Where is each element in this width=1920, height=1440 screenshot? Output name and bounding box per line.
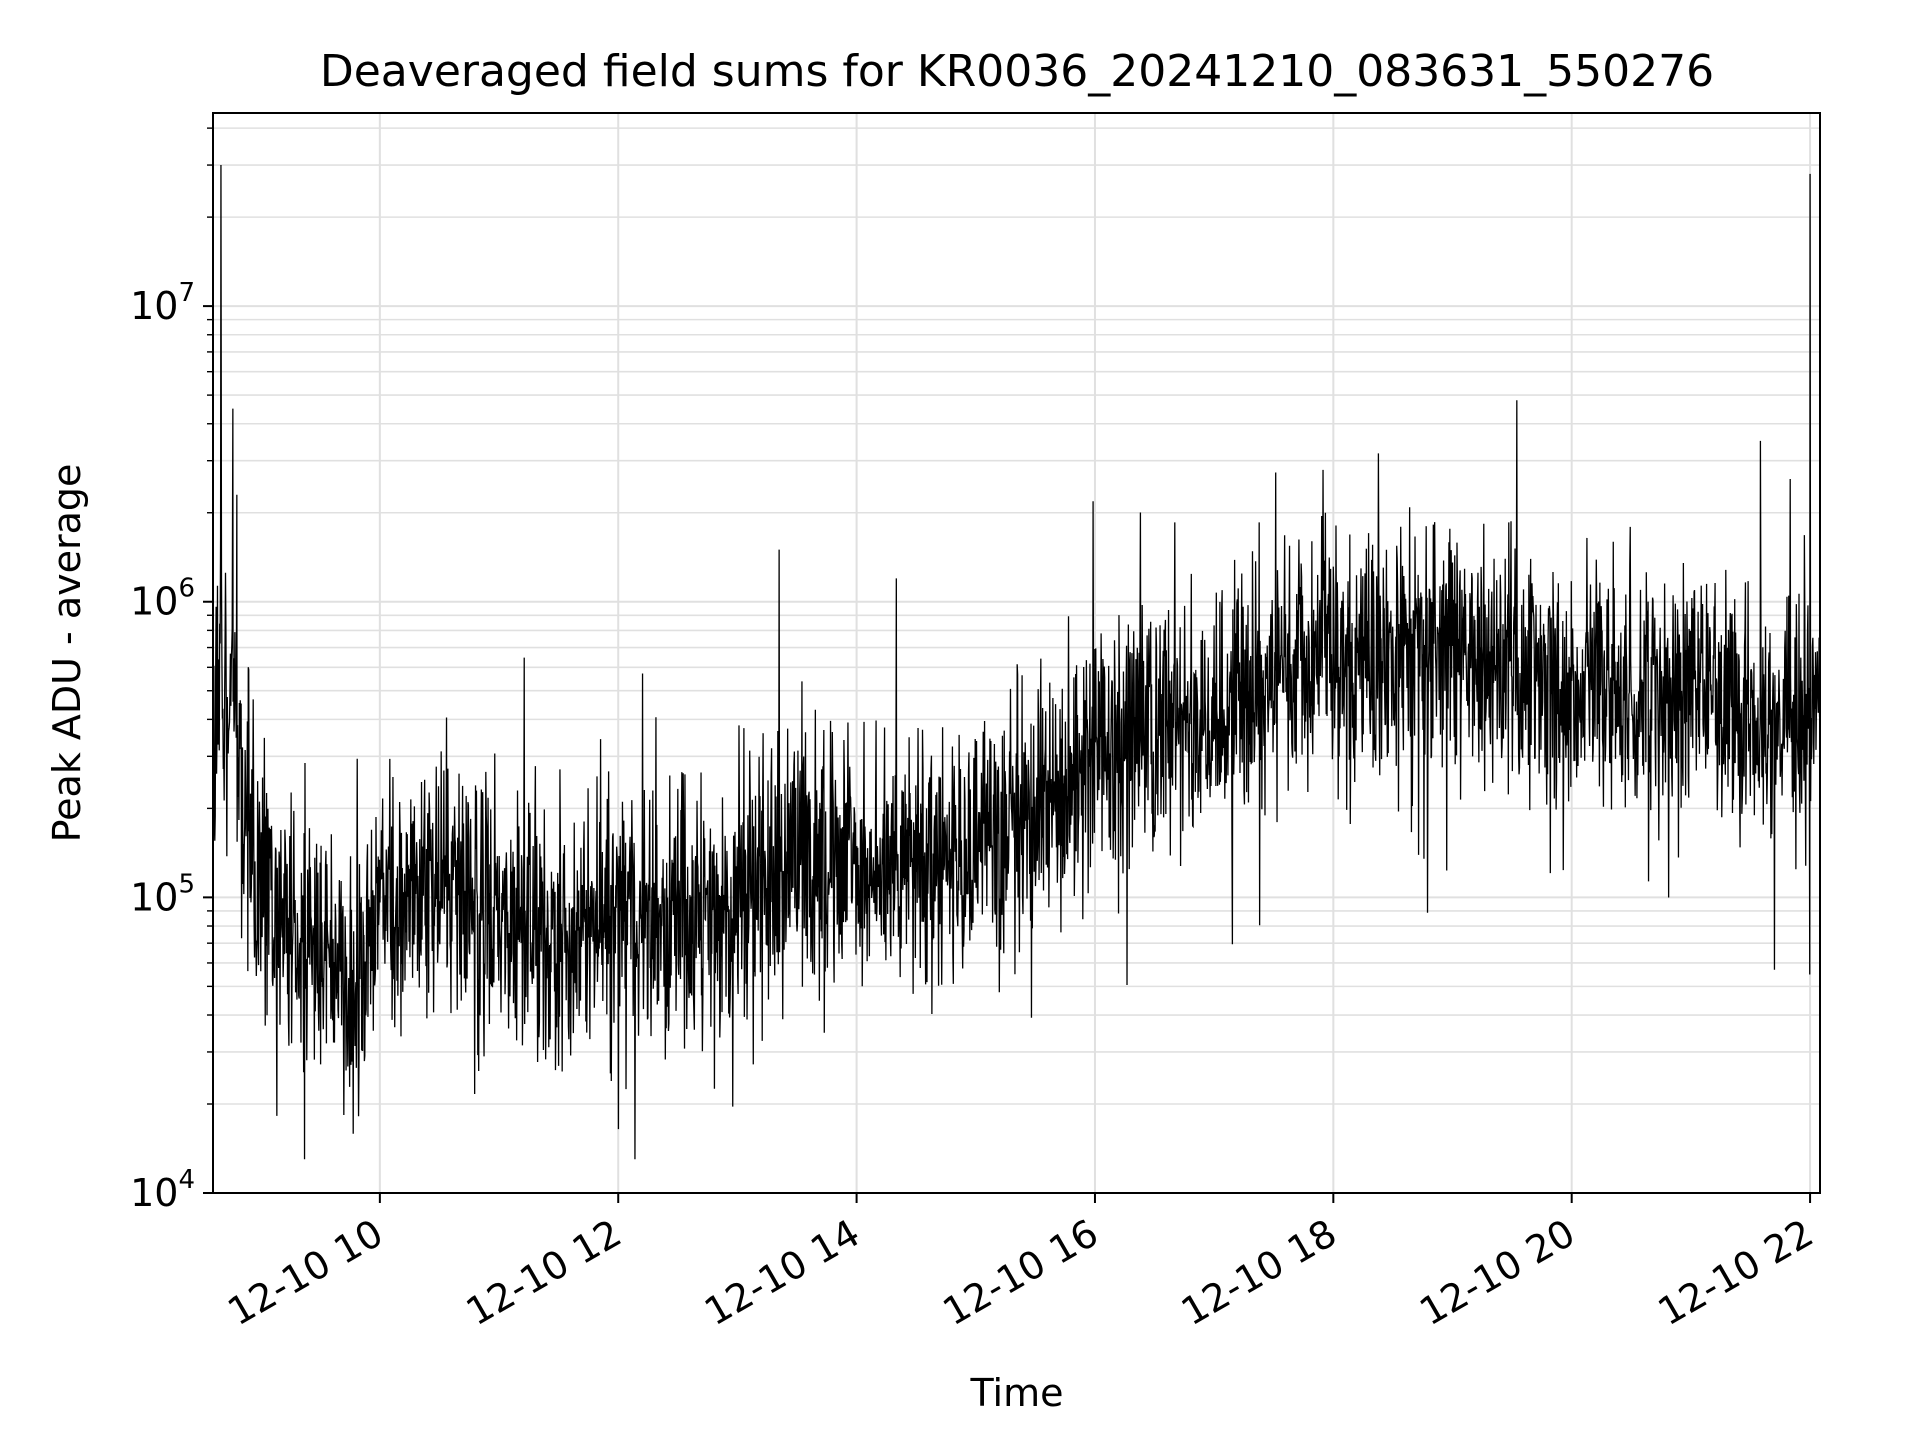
y-tick-label-exponent: 4 [178, 1165, 195, 1195]
y-tick-label: 106 [130, 574, 195, 624]
series-line [212, 165, 1821, 1160]
y-tick-label-base: 10 [130, 1171, 178, 1215]
chart-title: Deaveraged field sums for KR0036_2024121… [320, 46, 1714, 97]
y-axis-label: Peak ADU - average [45, 464, 89, 843]
y-tick-label-base: 10 [130, 284, 178, 328]
plot-data [212, 165, 1821, 1160]
y-tick-label-exponent: 6 [178, 574, 195, 604]
x-axis-label: Time [970, 1371, 1064, 1415]
y-tick-label-base: 10 [130, 580, 178, 624]
plot-frame [212, 112, 1821, 1194]
y-tick-label-exponent: 7 [178, 278, 195, 308]
y-tick-label: 107 [130, 278, 195, 328]
y-tick-label: 104 [130, 1165, 195, 1215]
y-tick-label-base: 10 [130, 875, 178, 919]
y-tick-label-exponent: 5 [178, 869, 195, 899]
y-tick-label: 105 [130, 869, 195, 919]
